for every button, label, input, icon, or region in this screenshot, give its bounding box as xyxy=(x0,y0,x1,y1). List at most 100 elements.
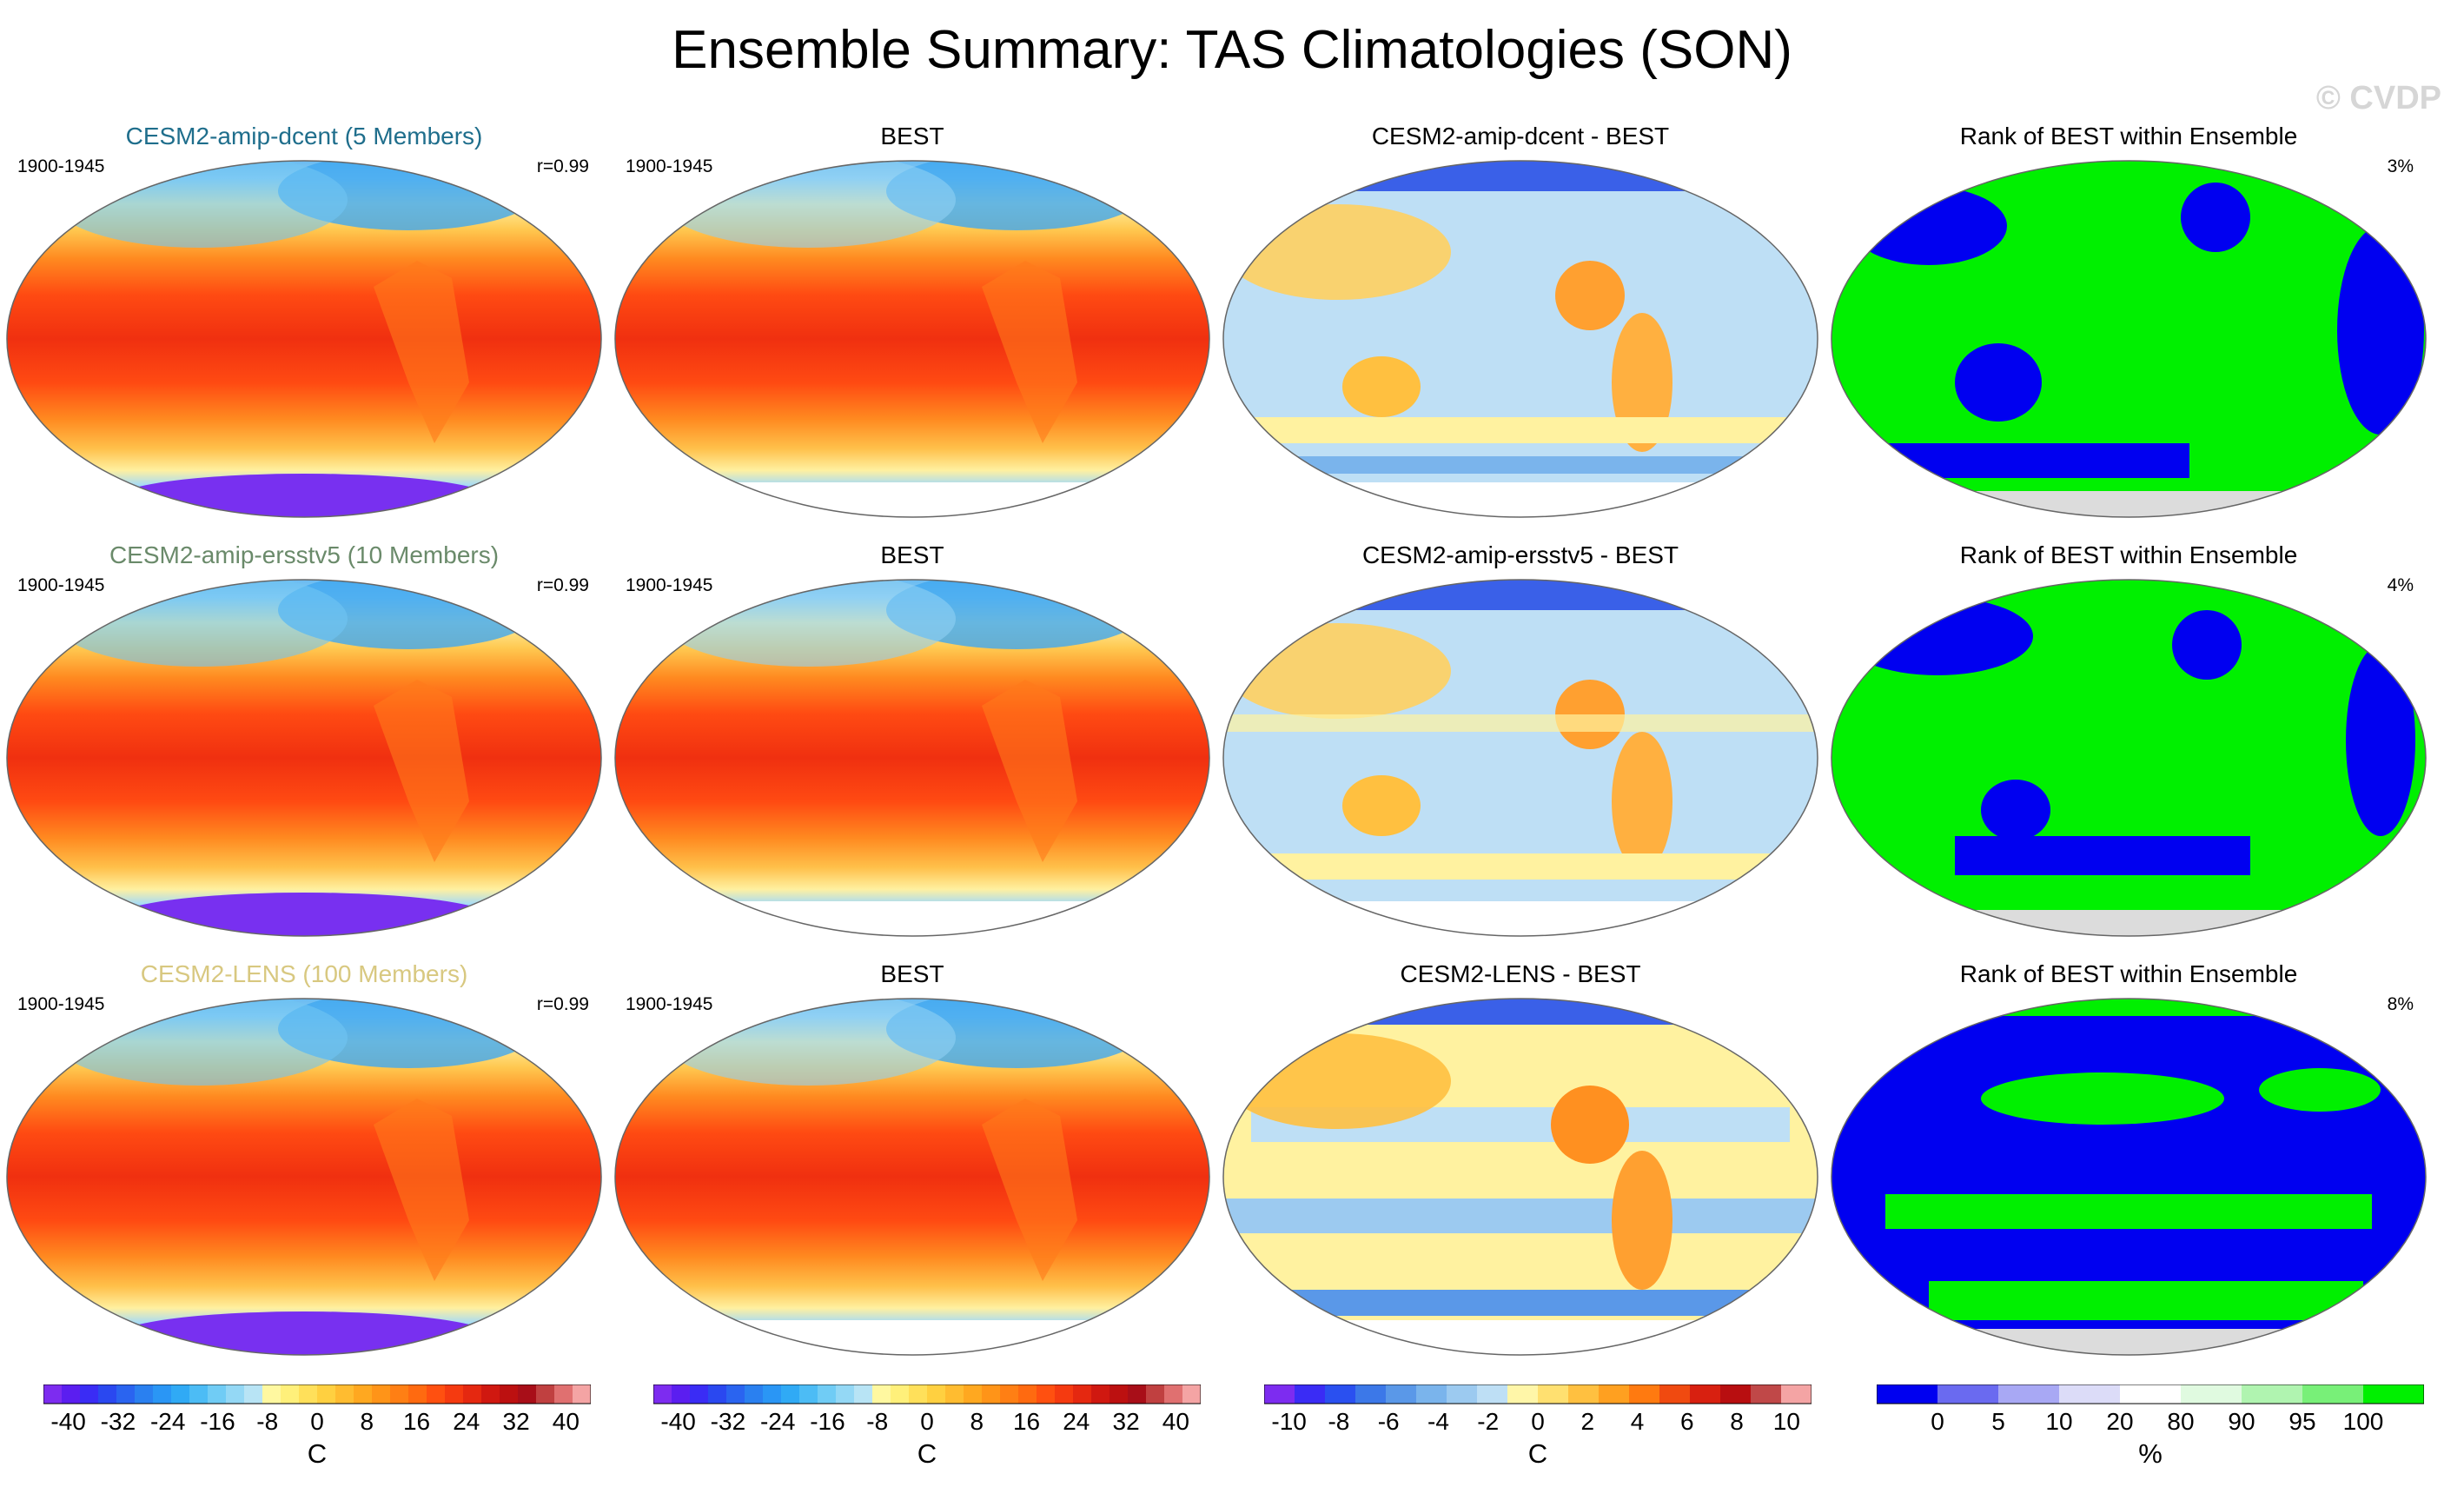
colorbar-tick-label: 0 xyxy=(1931,1408,1944,1435)
colorbar-tick-label: 2 xyxy=(1580,1408,1594,1435)
colorbar-tick-label: 16 xyxy=(403,1408,430,1435)
colorbar-rank: 0 5 10 20 80 90 95 100 % xyxy=(1877,1384,2424,1469)
colorbar-tick-label: 100 xyxy=(2343,1408,2384,1435)
panel-obs-row3: BEST 1900-1945 xyxy=(608,959,1216,1368)
rank-map xyxy=(1831,160,2427,518)
period-label: 1900-1945 xyxy=(626,156,713,176)
difference-map xyxy=(1222,579,1818,937)
colorbar-swatch xyxy=(1690,1384,1721,1404)
colorbar-swatch xyxy=(80,1384,99,1404)
colorbar-swatch xyxy=(226,1384,245,1404)
colorbar-swatch xyxy=(1355,1384,1387,1404)
colorbar-swatch xyxy=(62,1384,81,1404)
colorbar-tick-label: 8 xyxy=(1730,1408,1744,1435)
panel-rank-row1: Rank of BEST within Ensemble 3% xyxy=(1825,122,2433,530)
correlation-label: r=0.99 xyxy=(536,994,589,1014)
temperature-map xyxy=(614,998,1210,1356)
colorbar-tick-label: 90 xyxy=(2228,1408,2255,1435)
colorbar-tick-label: 40 xyxy=(1162,1408,1189,1435)
rank-percent-label: 8% xyxy=(2387,994,2414,1014)
colorbar-swatch xyxy=(2363,1384,2424,1404)
colorbar-tick-label: 0 xyxy=(310,1408,324,1435)
colorbar-swatch xyxy=(1751,1384,1782,1404)
colorbar-swatch xyxy=(1568,1384,1600,1404)
colorbar-swatch xyxy=(872,1384,891,1404)
colorbar-swatch xyxy=(189,1384,209,1404)
colorbar-swatch xyxy=(1629,1384,1660,1404)
colorbar-swatch xyxy=(1000,1384,1019,1404)
panel-model-row2: CESM2-amip-ersstv5 (10 Members) 1900-194… xyxy=(0,541,608,949)
figure-title: Ensemble Summary: TAS Climatologies (SON… xyxy=(672,20,1792,80)
temperature-map xyxy=(6,579,602,937)
colorbar-swatch xyxy=(208,1384,227,1404)
temperature-map xyxy=(614,579,1210,937)
colorbar-tick-label: 95 xyxy=(2288,1408,2315,1435)
colorbar-tick-label: -2 xyxy=(1477,1408,1499,1435)
colorbar-swatch xyxy=(1720,1384,1752,1404)
colorbar-swatch xyxy=(836,1384,855,1404)
colorbar-tick-label: -16 xyxy=(810,1408,845,1435)
colorbar-svg: -40 -32 -24 -16 -8 0 8 16 24 32 40 xyxy=(43,1384,591,1435)
colorbar-tick-label: -40 xyxy=(50,1408,85,1435)
panel-obs-row2: BEST 1900-1945 xyxy=(608,541,1216,949)
colorbar-tick-label: -32 xyxy=(101,1408,136,1435)
colorbar-swatch xyxy=(745,1384,764,1404)
colorbar-swatch xyxy=(116,1384,136,1404)
colorbar-swatch xyxy=(964,1384,983,1404)
colorbar-swatch xyxy=(1998,1384,2060,1404)
colorbar-tick-label: 0 xyxy=(920,1408,934,1435)
panel-diff-row1: CESM2-amip-dcent - BEST xyxy=(1216,122,1825,530)
colorbar-swatch xyxy=(1877,1384,1938,1404)
period-label: 1900-1945 xyxy=(17,575,105,595)
colorbar-swatch xyxy=(1781,1384,1812,1404)
colorbar-swatch xyxy=(1164,1384,1183,1404)
colorbar-swatch xyxy=(518,1384,537,1404)
colorbar-swatch xyxy=(43,1384,63,1404)
colorbar-tick-label: 4 xyxy=(1631,1408,1645,1435)
colorbar-tick-label: 32 xyxy=(1113,1408,1140,1435)
colorbar-swatch xyxy=(2120,1384,2182,1404)
panel-title: CESM2-amip-dcent (5 Members) xyxy=(125,123,483,149)
panel-title: CESM2-LENS - BEST xyxy=(1400,960,1641,987)
panel-obs-row1: BEST 1900-1945 xyxy=(608,122,1216,530)
colorbar-unit: C xyxy=(307,1438,328,1469)
colorbar-swatch xyxy=(1386,1384,1417,1404)
temperature-map xyxy=(614,160,1210,518)
colorbar-swatch xyxy=(763,1384,782,1404)
temperature-map xyxy=(6,160,602,518)
rank-percent-label: 3% xyxy=(2387,156,2414,176)
colorbar-swatch xyxy=(554,1384,573,1404)
colorbar-tick-label: 16 xyxy=(1013,1408,1040,1435)
colorbar-tick-label: -8 xyxy=(1328,1408,1349,1435)
colorbar-svg: 0 5 10 20 80 90 95 100 xyxy=(1877,1384,2424,1435)
panel-model-row3: CESM2-LENS (100 Members) 1900-1945 r=0.9… xyxy=(0,959,608,1368)
colorbar-difference: -10 -8 -6 -4 -2 0 2 4 6 8 10 C xyxy=(1264,1384,1812,1469)
period-label: 1900-1945 xyxy=(626,994,713,1014)
colorbar-tick-label: -32 xyxy=(711,1408,745,1435)
temperature-map xyxy=(6,998,602,1356)
colorbar-tick-label: 24 xyxy=(1063,1408,1090,1435)
colorbar-tick-label: 40 xyxy=(553,1408,580,1435)
panel-rank-row2: Rank of BEST within Ensemble 4% xyxy=(1825,541,2433,949)
colorbar-swatch xyxy=(1037,1384,1056,1404)
colorbar-swatch xyxy=(1146,1384,1165,1404)
colorbar-swatch xyxy=(2181,1384,2242,1404)
period-label: 1900-1945 xyxy=(626,575,713,595)
panel-rank-row3: Rank of BEST within Ensemble 8% xyxy=(1825,959,2433,1368)
colorbar-swatch xyxy=(281,1384,300,1404)
colorbar-temperature-2: -40 -32 -24 -16 -8 0 8 16 24 32 40 C xyxy=(653,1384,1201,1469)
colorbar-swatch xyxy=(1128,1384,1147,1404)
colorbar-swatch xyxy=(799,1384,818,1404)
colorbar-frame xyxy=(1877,1384,2424,1404)
colorbar-swatch xyxy=(427,1384,446,1404)
colorbar-swatch xyxy=(1477,1384,1508,1404)
colorbar-swatch xyxy=(262,1384,282,1404)
colorbar-tick-label: 80 xyxy=(2167,1408,2194,1435)
colorbar-swatch xyxy=(1055,1384,1074,1404)
panel-title: Rank of BEST within Ensemble xyxy=(1959,123,2298,149)
rank-percent-label: 4% xyxy=(2387,575,2414,595)
colorbar-tick-label: -16 xyxy=(200,1408,235,1435)
colorbar-tick-label: -6 xyxy=(1378,1408,1400,1435)
panel-title: BEST xyxy=(880,541,944,568)
colorbar-unit: C xyxy=(917,1438,937,1469)
